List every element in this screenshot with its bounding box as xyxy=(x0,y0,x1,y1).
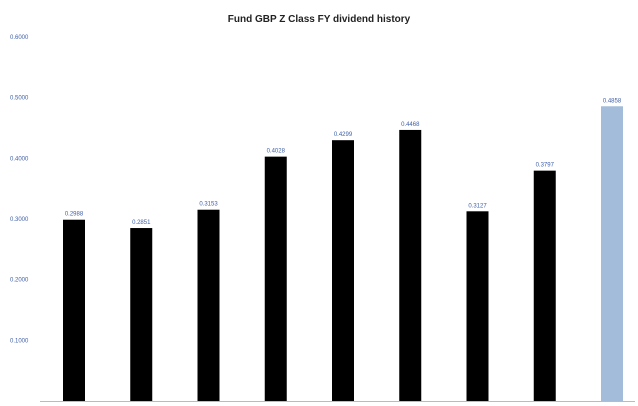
bar xyxy=(399,129,422,401)
y-tick-label: 0.1000 xyxy=(10,338,29,344)
y-tick-label: 0.5000 xyxy=(10,96,29,102)
bar xyxy=(533,170,556,401)
bar xyxy=(63,219,85,401)
bar-value-label: 0.4299 xyxy=(334,132,353,138)
bar xyxy=(264,156,287,401)
bar-value-label: 0.3153 xyxy=(199,202,218,208)
bar-value-label: 0.3797 xyxy=(536,163,555,169)
bar-value-label: 0.4468 xyxy=(401,122,420,128)
bar xyxy=(601,106,623,401)
bar-value-label: 0.4858 xyxy=(603,98,622,104)
bar xyxy=(130,228,153,401)
y-tick-label: 0.4000 xyxy=(10,156,29,162)
chart-title: Fund GBP Z Class FY dividend history xyxy=(227,14,411,25)
y-tick-label: 0.6000 xyxy=(10,35,29,41)
bar-value-label: 0.4028 xyxy=(267,149,286,155)
bar-value-label: 0.2851 xyxy=(132,220,151,226)
bar-value-label: 0.3127 xyxy=(468,203,487,209)
y-tick-label: 0.3000 xyxy=(10,217,29,223)
bar-value-label: 0.2988 xyxy=(65,212,84,218)
y-tick-label: 0.2000 xyxy=(10,278,29,284)
bar xyxy=(466,211,489,401)
bar xyxy=(197,209,220,401)
bar xyxy=(332,140,354,401)
